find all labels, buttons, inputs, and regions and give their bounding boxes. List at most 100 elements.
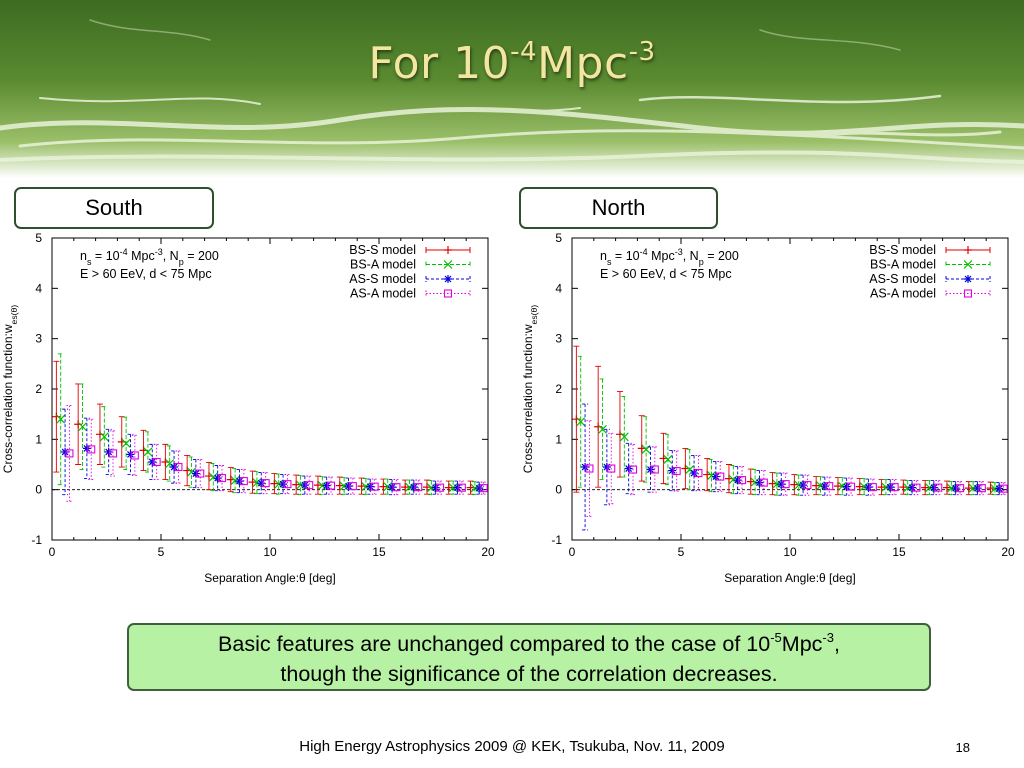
x-tick-label: 5 [158, 545, 165, 559]
error-bar [415, 479, 422, 495]
data-point [121, 438, 131, 448]
legend-marker [964, 275, 972, 283]
data-point [929, 483, 938, 492]
x-tick-label: 5 [678, 545, 685, 559]
data-point [196, 469, 205, 478]
y-tick-label: 1 [555, 432, 562, 446]
data-point [799, 481, 808, 490]
legend-marker [443, 260, 453, 269]
slide-footer: High Energy Astrophysics 2009 @ KEK, Tsu… [299, 738, 725, 755]
error-bar [957, 481, 964, 496]
north-chart-svg: 0 5 10 15 20 -1 0 1 2 3 4 5 Separation Angle:θ [deg]… [521, 231, 1015, 585]
error-bar [577, 355, 584, 488]
data-point [388, 483, 397, 492]
y-tick-label: 4 [35, 281, 42, 295]
data-point [366, 482, 375, 491]
error-bar [773, 472, 780, 496]
data-point [572, 415, 581, 424]
data-point [99, 432, 109, 442]
data-point [781, 480, 790, 489]
south-panel-label: South [14, 187, 214, 229]
error-bar [175, 450, 182, 484]
title-unit: Mpc [537, 38, 629, 89]
y-tick-label: 0 [555, 483, 562, 497]
error-bar [131, 434, 138, 477]
data-point [755, 478, 764, 487]
data-point [790, 480, 799, 489]
data-point [881, 482, 891, 492]
legend-label: AS-S model [349, 272, 416, 286]
y-tick-label: 2 [555, 382, 562, 396]
note-line2-text: though the significance of the correlati… [280, 662, 778, 686]
data-point [908, 483, 917, 492]
data-point [300, 481, 309, 490]
data-point [213, 474, 222, 483]
data-point [405, 482, 414, 492]
data-point [716, 472, 725, 481]
y-tick-label: -1 [31, 533, 42, 547]
y-tick-label: 3 [555, 332, 562, 346]
data-point [581, 463, 590, 472]
data-point [422, 483, 431, 492]
y-tick-label: 1 [35, 432, 42, 446]
error-bar [621, 396, 628, 478]
title-exponent-2: -3 [628, 37, 656, 67]
note-line1-text: Basic features are unchanged compared to… [218, 632, 771, 656]
y-tick-label: 5 [35, 231, 42, 245]
note-unit: Mpc [781, 632, 823, 656]
data-point [217, 474, 227, 483]
error-bar [608, 432, 615, 505]
summary-note: Basic features are unchanged compared to… [127, 623, 931, 691]
data-point [955, 484, 965, 493]
legend-label: BS-S model [349, 243, 416, 257]
data-point [322, 481, 331, 490]
error-bar [275, 473, 282, 495]
data-point [283, 480, 292, 489]
error-bar [739, 466, 746, 495]
data-point [912, 483, 921, 492]
error-bar [88, 418, 95, 481]
series-star [61, 408, 484, 496]
data-point [479, 484, 488, 493]
y-tick-label: 3 [35, 332, 42, 346]
data-point [794, 480, 804, 490]
data-point [833, 482, 842, 491]
error-bar [110, 430, 117, 477]
data-point [886, 483, 895, 492]
title-banner [0, 0, 1024, 178]
data-point [877, 483, 886, 492]
error-bar [253, 471, 260, 495]
data-point [313, 481, 322, 490]
data-point [270, 479, 279, 488]
data-point [326, 481, 336, 490]
error-bar [708, 459, 715, 493]
legend-label: AS-A model [350, 287, 416, 301]
data-point [95, 430, 104, 439]
error-bar [1000, 482, 1007, 496]
legend-marker [963, 289, 973, 298]
data-point [448, 483, 458, 493]
data-point [650, 465, 659, 474]
data-point [257, 479, 266, 488]
error-bar [57, 353, 64, 486]
data-point [825, 482, 834, 491]
data-point [248, 478, 257, 487]
data-point [934, 483, 943, 492]
legend-marker [964, 246, 972, 254]
error-bar [262, 472, 269, 495]
data-point [305, 481, 314, 490]
legend-label: AS-A model [870, 287, 936, 301]
data-point [663, 455, 673, 464]
data-point [444, 483, 453, 492]
data-point [317, 481, 327, 491]
data-point [274, 479, 284, 489]
series-square [65, 405, 488, 502]
data-point [759, 478, 768, 487]
data-point [903, 483, 913, 493]
series-cross [56, 353, 480, 496]
error-bar [240, 469, 247, 494]
data-point [170, 463, 179, 472]
data-point [890, 483, 899, 492]
data-point [842, 482, 851, 491]
data-point [401, 483, 410, 492]
